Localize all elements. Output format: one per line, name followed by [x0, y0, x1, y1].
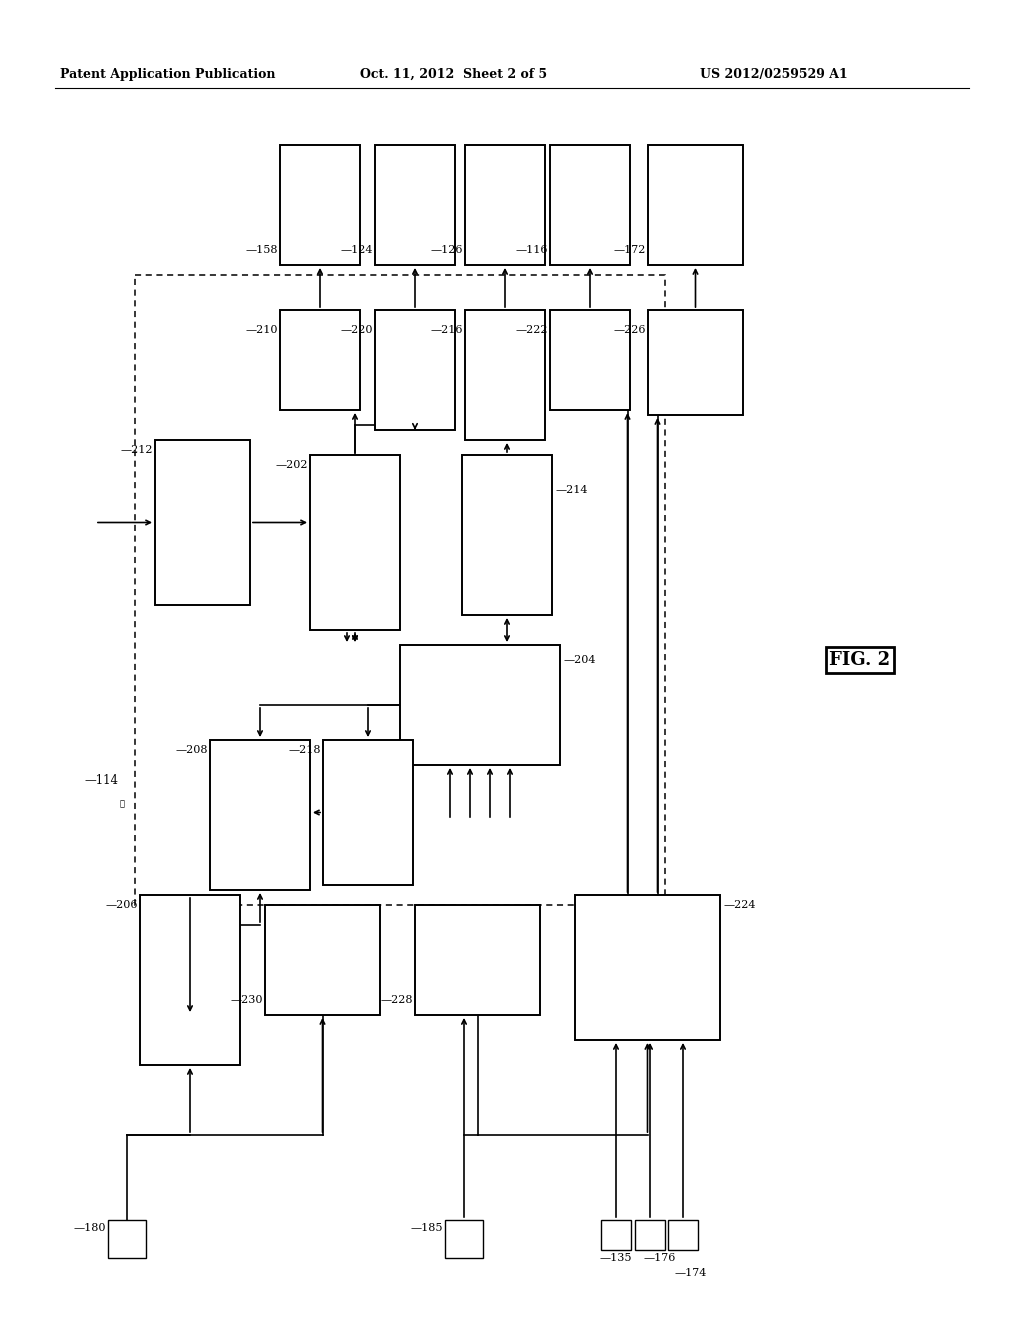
Text: —126: —126: [430, 246, 463, 255]
Text: —220: —220: [341, 325, 373, 335]
Bar: [415, 906, 540, 1015]
Text: —158: —158: [246, 246, 278, 255]
Text: —135: —135: [600, 1253, 632, 1263]
Bar: [135, 275, 665, 906]
Bar: [140, 895, 240, 1065]
Bar: [310, 455, 400, 630]
Bar: [550, 310, 630, 411]
Bar: [280, 310, 360, 411]
Text: —214: —214: [556, 484, 589, 495]
Bar: [465, 310, 545, 440]
Text: —208: —208: [175, 744, 208, 755]
Text: —226: —226: [613, 325, 646, 335]
Text: —204: —204: [564, 655, 597, 665]
Bar: [280, 145, 360, 265]
Text: —210: —210: [246, 325, 278, 335]
Text: ⸺: ⸺: [120, 800, 125, 808]
Bar: [575, 895, 720, 1040]
Bar: [465, 145, 545, 265]
Text: —174: —174: [675, 1269, 708, 1278]
Text: —185: —185: [411, 1224, 443, 1233]
Bar: [445, 1220, 483, 1258]
Text: —222: —222: [515, 325, 548, 335]
Bar: [108, 1220, 146, 1258]
Text: —124: —124: [341, 246, 373, 255]
Text: Oct. 11, 2012  Sheet 2 of 5: Oct. 11, 2012 Sheet 2 of 5: [360, 69, 547, 81]
Text: Patent Application Publication: Patent Application Publication: [60, 69, 275, 81]
Bar: [265, 906, 380, 1015]
Bar: [648, 310, 743, 414]
Bar: [601, 1220, 631, 1250]
Text: —114: —114: [84, 774, 118, 787]
Text: —218: —218: [289, 744, 321, 755]
Text: —206: —206: [105, 900, 138, 909]
Text: US 2012/0259529 A1: US 2012/0259529 A1: [700, 69, 848, 81]
Bar: [323, 741, 413, 884]
Text: —172: —172: [613, 246, 646, 255]
Bar: [635, 1220, 665, 1250]
Text: —228: —228: [381, 995, 413, 1005]
Text: —202: —202: [275, 459, 308, 470]
Bar: [375, 145, 455, 265]
Text: —224: —224: [724, 900, 757, 909]
Text: —216: —216: [430, 325, 463, 335]
Text: —212: —212: [121, 445, 153, 455]
Text: FIG. 2: FIG. 2: [829, 651, 891, 669]
Bar: [155, 440, 250, 605]
Bar: [462, 455, 552, 615]
Bar: [648, 145, 743, 265]
Text: —116: —116: [515, 246, 548, 255]
Bar: [400, 645, 560, 766]
Bar: [550, 145, 630, 265]
Text: —180: —180: [74, 1224, 106, 1233]
Bar: [668, 1220, 698, 1250]
Text: —230: —230: [230, 995, 263, 1005]
Bar: [210, 741, 310, 890]
Text: —176: —176: [644, 1253, 676, 1263]
Bar: [375, 310, 455, 430]
